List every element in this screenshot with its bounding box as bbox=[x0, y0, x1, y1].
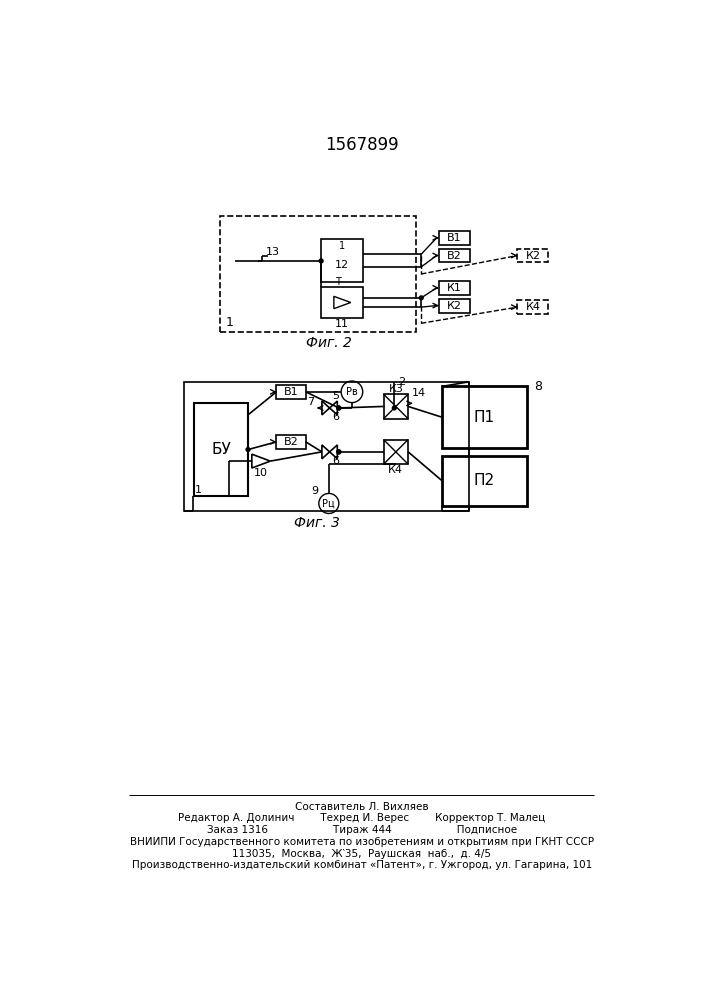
Bar bbox=[321, 239, 363, 282]
Text: Редактор А. Долинич        Техред И. Верес        Корректор Т. Малец: Редактор А. Долинич Техред И. Верес Корр… bbox=[178, 813, 546, 823]
Text: В2: В2 bbox=[447, 251, 462, 261]
Text: Рц: Рц bbox=[322, 498, 335, 508]
Bar bbox=[219, 216, 416, 332]
Text: К4: К4 bbox=[388, 465, 403, 475]
Circle shape bbox=[419, 296, 423, 300]
Text: В1: В1 bbox=[447, 233, 462, 243]
Circle shape bbox=[337, 406, 341, 410]
Bar bbox=[439, 231, 469, 245]
Text: В1: В1 bbox=[284, 387, 298, 397]
Text: 9: 9 bbox=[311, 486, 319, 496]
Text: Фиг. 3: Фиг. 3 bbox=[294, 516, 340, 530]
Bar bbox=[276, 385, 305, 399]
Bar bbox=[518, 249, 549, 262]
Bar bbox=[439, 249, 469, 262]
Text: К4: К4 bbox=[525, 302, 540, 312]
Text: К2: К2 bbox=[447, 301, 462, 311]
Text: 11: 11 bbox=[335, 319, 349, 329]
Text: 12: 12 bbox=[335, 260, 349, 270]
Circle shape bbox=[337, 450, 341, 454]
Bar bbox=[321, 287, 363, 318]
Circle shape bbox=[320, 259, 323, 263]
Circle shape bbox=[246, 448, 250, 451]
Text: 13: 13 bbox=[266, 247, 280, 257]
Bar bbox=[439, 299, 469, 312]
Text: 1: 1 bbox=[226, 316, 233, 329]
Bar bbox=[518, 300, 549, 314]
Circle shape bbox=[392, 406, 396, 410]
Text: БУ: БУ bbox=[211, 442, 231, 457]
Bar bbox=[276, 435, 305, 449]
Text: 2: 2 bbox=[399, 377, 406, 387]
Bar bbox=[442, 456, 527, 506]
Text: ВНИИПИ Государственного комитета по изобретениям и открытиям при ГКНТ СССР: ВНИИПИ Государственного комитета по изоб… bbox=[130, 837, 594, 847]
Bar bbox=[439, 281, 469, 295]
Text: Фиг. 2: Фиг. 2 bbox=[306, 336, 352, 350]
Text: П1: П1 bbox=[474, 410, 495, 425]
Text: 1: 1 bbox=[339, 241, 346, 251]
Bar bbox=[194, 403, 248, 496]
Text: П2: П2 bbox=[474, 473, 495, 488]
Text: Рв: Рв bbox=[346, 387, 358, 397]
Bar bbox=[383, 440, 408, 464]
Text: 6: 6 bbox=[332, 456, 339, 466]
Text: 6: 6 bbox=[332, 412, 339, 422]
Bar bbox=[184, 382, 469, 511]
Circle shape bbox=[337, 406, 341, 410]
Text: 113035,  Москва,  Ж‵35,  Раушская  наб.,  д. 4/5: 113035, Москва, Ж‵35, Раушская наб., д. … bbox=[233, 849, 491, 859]
Text: Производственно-издательский комбинат «Патент», г. Ужгород, ул. Гагарина, 101: Производственно-издательский комбинат «П… bbox=[132, 860, 592, 870]
Text: 1567899: 1567899 bbox=[325, 136, 399, 154]
Text: 8: 8 bbox=[534, 380, 542, 393]
Text: Заказ 1316                    Тираж 444                    Подписное: Заказ 1316 Тираж 444 Подписное bbox=[207, 825, 517, 835]
Text: В2: В2 bbox=[284, 437, 298, 447]
Text: Составитель Л. Вихляев: Составитель Л. Вихляев bbox=[295, 802, 428, 812]
Bar bbox=[380, 389, 411, 469]
Text: T: T bbox=[334, 277, 341, 287]
Text: 7: 7 bbox=[307, 397, 314, 407]
Bar bbox=[442, 386, 527, 448]
Text: 14: 14 bbox=[412, 388, 426, 398]
Text: 5: 5 bbox=[332, 391, 339, 401]
Text: К1: К1 bbox=[447, 283, 462, 293]
Bar bbox=[383, 394, 408, 419]
Text: 10: 10 bbox=[254, 468, 268, 478]
Text: 1: 1 bbox=[195, 485, 202, 495]
Text: К2: К2 bbox=[525, 251, 540, 261]
Text: К3: К3 bbox=[388, 384, 403, 394]
Circle shape bbox=[337, 450, 341, 454]
